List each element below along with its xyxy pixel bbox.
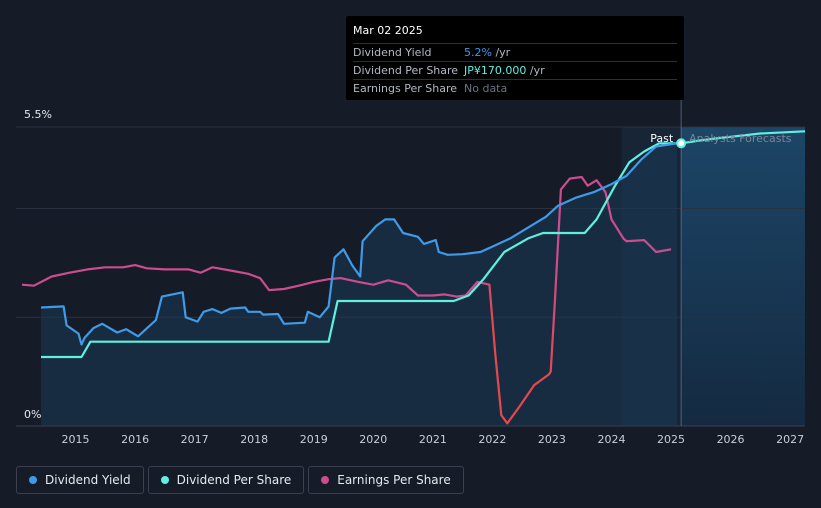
dividend-yield-dot-icon	[29, 476, 37, 484]
tooltip-label: Dividend Yield	[353, 46, 432, 59]
x-tick-label: 2018	[240, 433, 268, 446]
legend-label: Dividend Yield	[45, 473, 131, 487]
dividend-yield-area	[41, 143, 677, 427]
dividend-yield-line[interactable]	[40, 142, 678, 346]
tooltip-value: JP¥170.000 /yr	[464, 64, 545, 77]
earnings-per-share-dot-icon	[321, 476, 330, 484]
x-tick-label: 2025	[657, 433, 685, 446]
x-tick-label: 2016	[121, 433, 149, 446]
earnings-per-share-line[interactable]	[21, 175, 672, 425]
x-tick-label: 2015	[62, 433, 90, 446]
tooltip-label: Earnings Per Share	[353, 82, 458, 95]
current-marker[interactable]	[676, 138, 687, 149]
tooltip-row-dividend-yield: Dividend Yield 5.2% /yr	[353, 43, 677, 61]
x-tick-label: 2026	[717, 433, 745, 446]
tooltip-label: Dividend Per Share	[353, 64, 459, 77]
x-tick-label: 2024	[597, 433, 625, 446]
legend-dividend-per-share[interactable]: Dividend Per Share	[147, 466, 305, 494]
forecast-region	[681, 127, 805, 426]
y-tick-bottom: 0%	[24, 408, 41, 421]
legend-label: Dividend Per Share	[176, 473, 292, 487]
forecast-label: Analysts Forecasts	[689, 132, 792, 145]
dividend-per-share-dot-icon	[160, 476, 169, 484]
legend-earnings-per-share[interactable]: Earnings Per Share	[308, 466, 464, 494]
legend: Dividend Yield Dividend Per Share Earnin…	[16, 466, 464, 494]
tooltip-row-dividend-per-share: Dividend Per Share JP¥170.000 /yr	[353, 61, 677, 79]
tooltip: Mar 02 2025 Dividend Yield 5.2% /yr Divi…	[346, 16, 684, 100]
tooltip-date: Mar 02 2025	[353, 24, 423, 37]
legend-dividend-yield[interactable]: Dividend Yield	[16, 466, 144, 494]
x-tick-label: 2019	[300, 433, 328, 446]
tooltip-value: 5.2% /yr	[464, 46, 511, 59]
x-tick-label: 2027	[776, 433, 804, 446]
x-tick-label: 2022	[478, 433, 506, 446]
tooltip-value: No data	[464, 82, 508, 95]
tooltip-row-earnings-per-share: Earnings Per Share No data	[353, 79, 677, 97]
x-tick-label: 2023	[538, 433, 566, 446]
y-tick-top: 5.5%	[24, 108, 52, 121]
x-axis-ticks: 2015 2016 2017 2018 2019 2020 2021 2022 2023 2024…	[62, 433, 805, 446]
past-label: Past	[650, 132, 674, 145]
dividend-per-share-line[interactable]	[41, 130, 806, 359]
x-tick-label: 2020	[359, 433, 387, 446]
legend-label: Earnings Per Share	[337, 473, 451, 487]
x-tick-label: 2021	[419, 433, 447, 446]
x-tick-label: 2017	[181, 433, 209, 446]
